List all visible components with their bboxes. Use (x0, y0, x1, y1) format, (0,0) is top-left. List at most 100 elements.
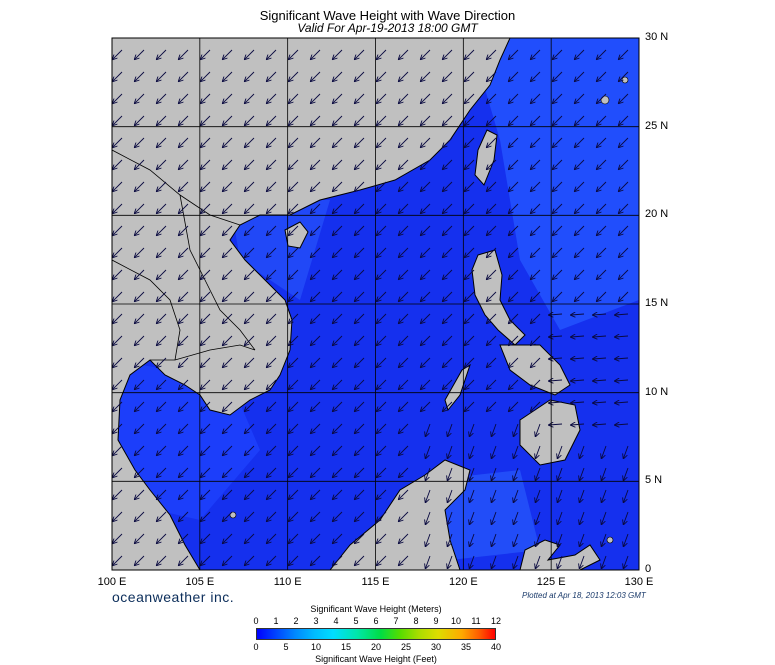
wave-direction-arrow (223, 115, 233, 125)
map-frame (111, 37, 640, 571)
wave-direction-arrow (602, 555, 607, 568)
wave-direction-arrow (333, 159, 343, 169)
wave-direction-arrow (311, 247, 321, 257)
wave-direction-arrow (135, 335, 145, 345)
wave-direction-arrow (377, 511, 387, 521)
wave-direction-arrow (536, 511, 541, 524)
colorbar-tick-label: 0 (253, 642, 259, 652)
wave-direction-arrow (553, 247, 563, 257)
wave-direction-arrow (377, 401, 387, 411)
wave-direction-arrow (531, 269, 541, 279)
wave-direction-arrow (267, 137, 277, 147)
wave-direction-arrow (311, 445, 321, 455)
wave-direction-arrow (443, 49, 453, 59)
wave-direction-arrow (333, 203, 343, 213)
wave-direction-arrow (289, 49, 299, 59)
wave-direction-arrow (245, 291, 255, 301)
wave-direction-arrow (443, 291, 453, 301)
colorbar-tick-label: 5 (283, 642, 289, 652)
wave-direction-arrow (157, 357, 167, 367)
wave-direction-arrow (223, 247, 233, 257)
wave-direction-arrow (443, 357, 453, 367)
wave-direction-arrow (487, 93, 497, 103)
wave-direction-arrow (531, 291, 541, 301)
wave-direction-arrow (448, 423, 453, 436)
wave-direction-arrow (179, 181, 189, 191)
country-border (112, 149, 256, 361)
wave-direction-arrow (355, 71, 365, 81)
wave-direction-arrow (553, 203, 563, 213)
wave-direction-arrow (465, 203, 475, 213)
wave-direction-arrow (399, 533, 409, 543)
wave-direction-arrows (113, 49, 629, 568)
latitude-label: 20 N (645, 208, 669, 221)
wave-direction-arrow (399, 115, 409, 125)
wave-direction-arrow (571, 336, 585, 337)
wave-direction-arrow (355, 181, 365, 191)
wave-direction-arrow (575, 269, 585, 279)
wave-direction-arrow (223, 93, 233, 103)
colorbar-tick-label: 1 (273, 616, 279, 626)
wave-direction-arrow (399, 49, 409, 59)
wave-direction-arrow (333, 445, 343, 455)
wave-direction-arrow (377, 71, 387, 81)
wave-direction-arrow (509, 401, 519, 411)
wave-direction-arrow (201, 291, 211, 301)
wave-direction-arrow (509, 313, 519, 323)
longitude-label: 105 E (185, 576, 215, 588)
wave-direction-arrow (201, 71, 211, 81)
wave-direction-arrow (509, 93, 519, 103)
wave-direction-arrow (575, 225, 585, 235)
wave-direction-arrow (536, 445, 541, 458)
wave-direction-arrow (245, 313, 255, 323)
wave-direction-arrow (157, 489, 167, 499)
wave-direction-arrow (135, 291, 145, 301)
wave-direction-arrow (355, 93, 365, 103)
wave-direction-arrow (223, 137, 233, 147)
colorbar-tick-label: 6 (373, 616, 379, 626)
wave-direction-arrow (289, 247, 299, 257)
brand-logo-text: oceanweather inc. (112, 589, 235, 605)
wave-direction-arrow (509, 159, 519, 169)
island (621, 76, 629, 84)
longitude-label: 120 E (448, 576, 478, 588)
colorbar-tick-label: 3 (313, 616, 319, 626)
wave-direction-arrow (201, 313, 211, 323)
wave-direction-arrow (223, 335, 233, 345)
wave-direction-arrow (619, 71, 629, 81)
wave-direction-arrow (157, 291, 167, 301)
latitude-label: 5 N (645, 474, 663, 487)
colorbar-tick-label: 8 (413, 616, 419, 626)
wave-direction-arrow (311, 357, 321, 367)
wave-direction-arrow (487, 313, 497, 323)
wave-direction-arrow (487, 225, 497, 235)
wave-direction-arrow (179, 489, 189, 499)
wave-direction-arrow (470, 489, 475, 502)
wave-direction-arrow (421, 357, 431, 367)
wave-direction-arrow (487, 71, 497, 81)
wave-direction-arrow (624, 533, 629, 546)
wave-direction-arrow (355, 379, 365, 389)
wave-direction-arrow (223, 181, 233, 191)
wave-direction-arrow (448, 555, 453, 568)
wave-direction-arrow (399, 489, 409, 499)
wave-direction-arrow (492, 511, 497, 524)
wave-direction-arrow (558, 533, 563, 546)
wave-direction-arrow (113, 137, 123, 147)
wave-direction-arrow (267, 555, 277, 565)
wave-direction-arrow (201, 93, 211, 103)
colorbar-tick-label: 4 (333, 616, 339, 626)
wave-direction-arrow (399, 159, 409, 169)
wave-direction-arrow (377, 203, 387, 213)
wave-direction-arrow (602, 511, 607, 524)
wave-direction-arrow (509, 115, 519, 125)
wave-direction-arrow (465, 357, 475, 367)
wave-direction-arrow (619, 159, 629, 169)
wave-direction-arrow (311, 225, 321, 235)
wave-direction-arrow (602, 489, 607, 502)
wave-direction-arrow (201, 445, 211, 455)
wave-direction-arrow (333, 181, 343, 191)
wave-direction-arrow (355, 423, 365, 433)
wave-direction-arrow (443, 181, 453, 191)
